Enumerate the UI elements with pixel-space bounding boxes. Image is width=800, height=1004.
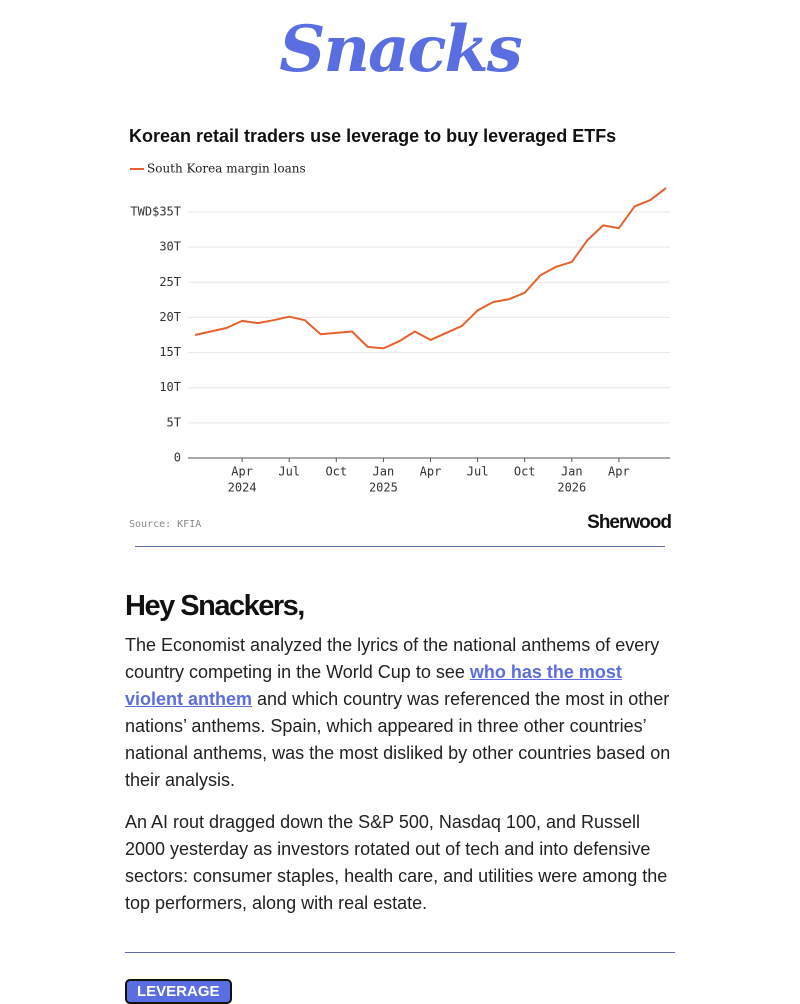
source: Source: KFIA (129, 519, 201, 530)
y-tick-label: 25T (159, 275, 181, 289)
paragraph: The Economist analyzed the lyrics of the… (125, 632, 680, 794)
x-tick-label: Apr (420, 465, 442, 479)
greeting: Hey Snackers, (125, 590, 305, 622)
y-tick-label: 20T (159, 310, 181, 324)
x-tick-label: Jan (373, 465, 395, 479)
divider (135, 546, 665, 547)
x-tick-label: Oct (325, 465, 347, 479)
line (194, 187, 667, 350)
text: The Economist analyzed the lyrics of the… (125, 635, 660, 682)
x-tick-label: Apr (231, 465, 253, 479)
y-tick-label: 5T (167, 415, 181, 429)
y-tick-label: 10T (159, 380, 181, 394)
x-tick-label: Jul (278, 465, 300, 479)
x-year-label: 2026 (557, 481, 586, 495)
tag[interactable]: LEVERAGE (125, 979, 232, 1004)
paragraph: An AI rout dragged down the S&P 500, Nas… (125, 812, 668, 913)
y-tick-label: 30T (159, 240, 181, 254)
x-tick-label: Apr (608, 465, 630, 479)
chart: Korean retail traders use leverage to bu… (129, 126, 672, 533)
logo: Snacks (279, 12, 523, 87)
divider (125, 952, 675, 953)
x-tick-label: Jan (561, 465, 583, 479)
x-tick-label: Oct (514, 465, 536, 479)
chart-title: Korean retail traders use leverage to bu… (129, 126, 616, 146)
brand: Sherwood (587, 512, 671, 533)
legend-label: South Korea margin loans (147, 162, 306, 176)
y-tick-label: 15T (159, 345, 181, 359)
x-year-label: 2025 (369, 481, 398, 495)
text: and which country was referenced the mos… (125, 689, 671, 790)
y-tick-label: TWD$35T (130, 205, 181, 219)
link[interactable]: who has the most violent anthem (125, 662, 622, 709)
y-tick-label: 0 (174, 451, 181, 465)
x-year-label: 2024 (228, 481, 257, 495)
x-tick-label: Jul (467, 465, 489, 479)
